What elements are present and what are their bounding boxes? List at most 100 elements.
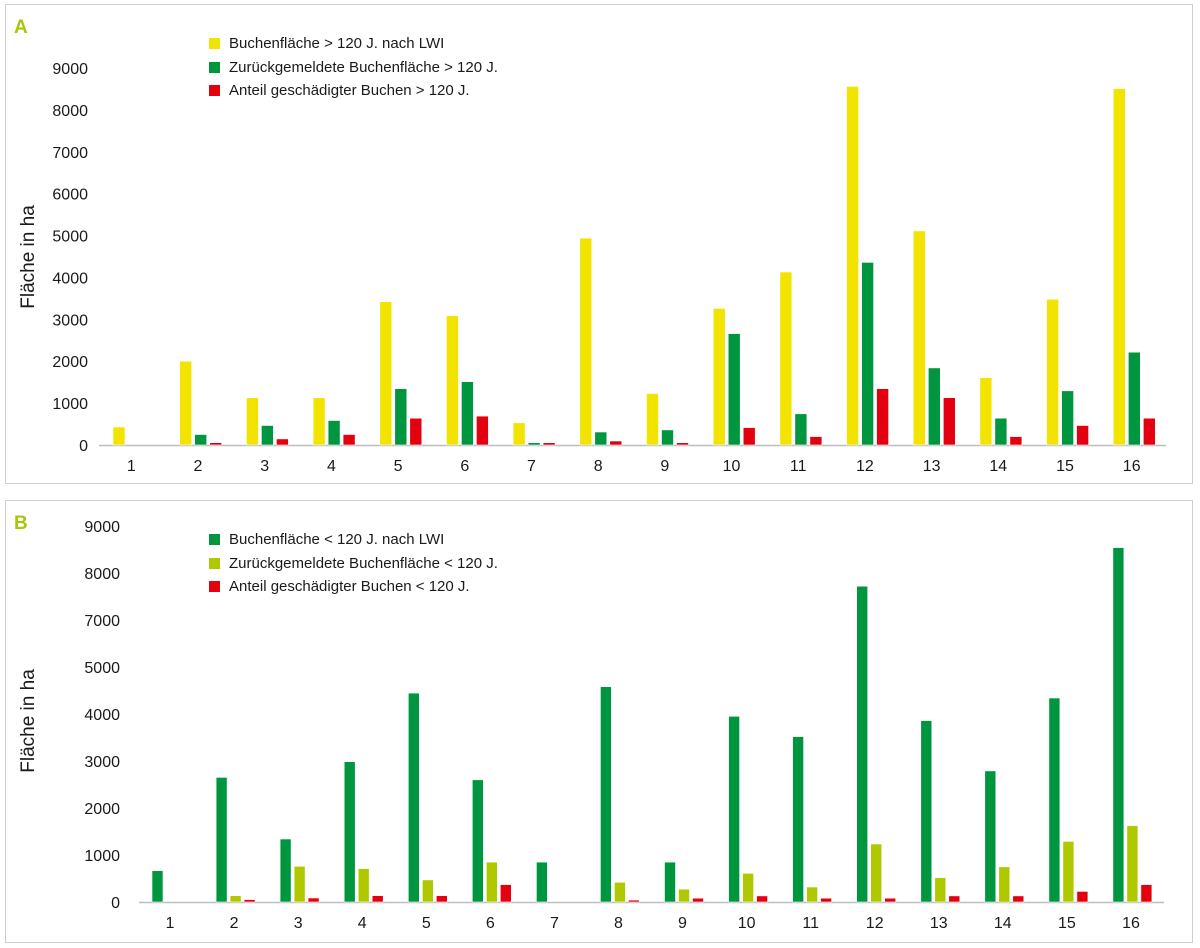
- bar: [446, 315, 459, 446]
- bar-chart-a: 0 1000 2000 3000 4000 5000 6000 7000 8000 9000 Flä…: [18, 61, 1166, 475]
- bar: [912, 230, 926, 446]
- bar: [934, 877, 947, 903]
- y-tick-label: 5000: [84, 660, 120, 677]
- bar: [542, 442, 556, 446]
- bar: [151, 870, 164, 903]
- bar: [343, 761, 356, 903]
- y-tick-label: 0: [111, 895, 120, 912]
- bar: [600, 686, 612, 903]
- bar: [409, 417, 423, 446]
- panel-label-a: A: [14, 17, 28, 38]
- x-tick-label: 7: [527, 458, 536, 475]
- legend-label: Buchenfläche < 120 J. nach LWI: [229, 531, 445, 548]
- bar: [779, 271, 793, 446]
- x-tick-label: 12: [866, 915, 884, 932]
- bar: [994, 417, 1008, 446]
- bar-chart-b: 0 1000 2000 3000 4000 5000 7000 8000 9000 Fläche …: [18, 519, 1164, 932]
- bar: [536, 861, 548, 903]
- y-tick-label: 2000: [52, 354, 88, 371]
- legend-a: Buchenfläche > 120 J. nach LWI Zurückgem…: [209, 32, 498, 103]
- bar: [371, 895, 384, 903]
- bar: [920, 720, 933, 903]
- bar: [1012, 895, 1025, 903]
- legend-item: Zurückgemeldete Buchenfläche > 120 J.: [209, 56, 498, 80]
- bar: [712, 308, 726, 446]
- legend-label: Zurückgemeldete Buchenfläche < 120 J.: [229, 554, 498, 572]
- y-tick-label: 7000: [84, 613, 120, 630]
- bar: [646, 393, 659, 446]
- bar: [485, 861, 498, 903]
- x-tick-label: 16: [1123, 458, 1141, 475]
- bar: [676, 442, 689, 446]
- x-tick-label: 13: [923, 458, 941, 475]
- bar: [678, 888, 690, 903]
- y-tick-label: 9000: [84, 519, 120, 536]
- bar: [229, 895, 242, 903]
- bar: [861, 262, 874, 446]
- bar: [1140, 884, 1153, 903]
- x-tick-label: 6: [460, 458, 469, 475]
- legend-item: Anteil geschädigter Buchen < 120 J.: [209, 575, 498, 599]
- bar: [293, 865, 306, 903]
- legend-label: Buchenfläche > 120 J. nach LWI: [229, 35, 445, 52]
- y-tick-label: 4000: [52, 270, 88, 287]
- y-tick-label: 1000: [84, 848, 120, 865]
- legend-swatch: [209, 85, 220, 97]
- x-tick-label: 5: [394, 458, 403, 475]
- bar: [692, 897, 704, 903]
- x-tick-label: 3: [294, 915, 303, 932]
- y-tick-label: 3000: [84, 754, 120, 771]
- bar: [742, 872, 754, 903]
- bar: [312, 397, 326, 446]
- bar: [1061, 390, 1074, 446]
- bar: [594, 431, 608, 446]
- chart-panel-b: B 0 1000 2000 3000 4000 5000 7000 8000 9000 Fläch…: [5, 500, 1193, 943]
- bar: [609, 440, 623, 446]
- bar: [1113, 88, 1126, 446]
- x-tick-label: 10: [738, 915, 756, 932]
- bar: [806, 886, 818, 903]
- y-tick-label: 4000: [84, 707, 120, 724]
- bar: [1143, 417, 1156, 446]
- bar: [876, 388, 889, 446]
- bar: [527, 442, 541, 446]
- y-tick-label: 3000: [52, 312, 88, 329]
- bar: [979, 377, 993, 446]
- bar: [179, 360, 192, 446]
- legend-swatch: [209, 534, 220, 546]
- x-tick-label: 9: [678, 915, 687, 932]
- bar: [215, 777, 228, 903]
- bar: [209, 442, 222, 446]
- bar: [727, 333, 741, 446]
- bar: [948, 895, 961, 903]
- bar: [471, 779, 484, 903]
- x-tick-label: 15: [1056, 458, 1074, 475]
- bar: [512, 422, 526, 446]
- bar: [1112, 547, 1125, 903]
- bar: [243, 899, 256, 903]
- bar: [279, 838, 292, 903]
- x-tick-label: 5: [422, 915, 431, 932]
- bar: [421, 879, 434, 903]
- y-tick-label: 2000: [84, 801, 120, 818]
- bar: [870, 843, 883, 903]
- x-tick-label: 2: [230, 915, 239, 932]
- x-tick-label: 11: [790, 458, 807, 475]
- chart-panel-a: A 0 1000 2000 3000 4000 5000 6000 7000 8000 9000 F…: [5, 4, 1193, 484]
- y-tick-label: 9000: [52, 61, 88, 78]
- bar: [742, 427, 756, 446]
- bar: [394, 388, 408, 446]
- bar: [246, 397, 259, 446]
- y-tick-label: 6000: [52, 187, 88, 204]
- legend-swatch: [209, 38, 220, 50]
- legend-item: Buchenfläche > 120 J. nach LWI: [209, 32, 498, 56]
- bar: [112, 426, 126, 446]
- bar: [856, 585, 869, 903]
- bar: [1062, 841, 1075, 903]
- y-tick-label: 5000: [52, 229, 88, 246]
- x-tick-label: 16: [1122, 915, 1140, 932]
- bar: [499, 884, 512, 903]
- y-tick-label: 1000: [52, 396, 88, 413]
- bar: [579, 237, 593, 446]
- bar: [435, 895, 448, 903]
